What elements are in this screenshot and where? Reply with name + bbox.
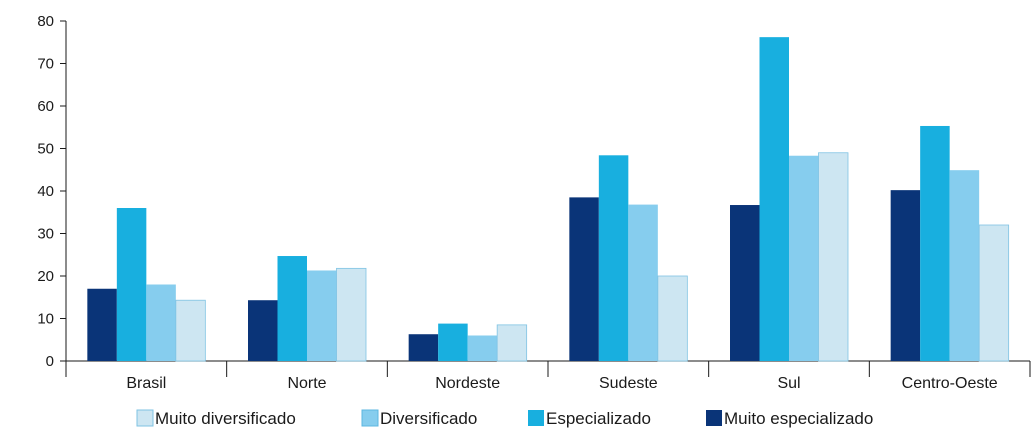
- y-tick-label: 50: [37, 141, 54, 158]
- bar: [730, 205, 760, 361]
- bar: [598, 155, 629, 361]
- bar: [628, 204, 658, 361]
- bar: [87, 288, 117, 361]
- legend-swatch: [136, 409, 154, 427]
- x-tick-label: Sudeste: [599, 375, 658, 392]
- bar: [336, 267, 367, 362]
- bar: [818, 152, 849, 362]
- bar: [978, 224, 1010, 362]
- bar: [307, 270, 337, 361]
- legend-swatch: [528, 410, 544, 426]
- bar: [759, 37, 789, 362]
- bar: [438, 323, 468, 361]
- axes: 0 10 20 30 40 50 60 70 80 Brasil Norte Nordeste Sude…: [37, 13, 1031, 392]
- y-tick-label: 30: [37, 226, 54, 243]
- legend-label: Muito especializado: [724, 409, 873, 428]
- bar: [467, 335, 498, 361]
- bar: [657, 275, 688, 362]
- y-tick-label: 60: [37, 98, 54, 115]
- legend-swatch: [361, 409, 379, 427]
- bar: [569, 197, 599, 361]
- bar: [175, 299, 206, 362]
- bar: [920, 125, 950, 361]
- legend: Muito diversificado Diversificado Especial…: [136, 409, 873, 428]
- bar: [408, 334, 439, 361]
- y-tick-label: 70: [37, 56, 54, 73]
- y-tick-label: 20: [37, 268, 54, 285]
- x-tick-label: Sul: [777, 375, 800, 392]
- legend-swatch: [706, 410, 722, 426]
- bar: [890, 190, 921, 361]
- y-tick-label: 0: [46, 353, 54, 370]
- legend-label: Diversificado: [380, 409, 477, 428]
- y-tick-label: 10: [37, 311, 54, 328]
- legend-label: Especializado: [546, 409, 651, 428]
- bar: [949, 170, 980, 361]
- x-tick-label: Brasil: [126, 375, 166, 392]
- y-tick-label: 40: [37, 183, 54, 200]
- bar: [277, 256, 307, 361]
- bar: [789, 155, 819, 361]
- bar: [116, 208, 147, 361]
- bar: [146, 284, 176, 361]
- bars: [87, 37, 1010, 362]
- bar: [248, 300, 278, 361]
- y-tick-label: 80: [37, 13, 54, 30]
- x-tick-label: Centro-Oeste: [902, 375, 998, 392]
- x-tick-label: Norte: [287, 375, 326, 392]
- bar: [496, 324, 528, 362]
- x-tick-label: Nordeste: [435, 375, 500, 392]
- legend-label: Muito diversificado: [155, 409, 296, 428]
